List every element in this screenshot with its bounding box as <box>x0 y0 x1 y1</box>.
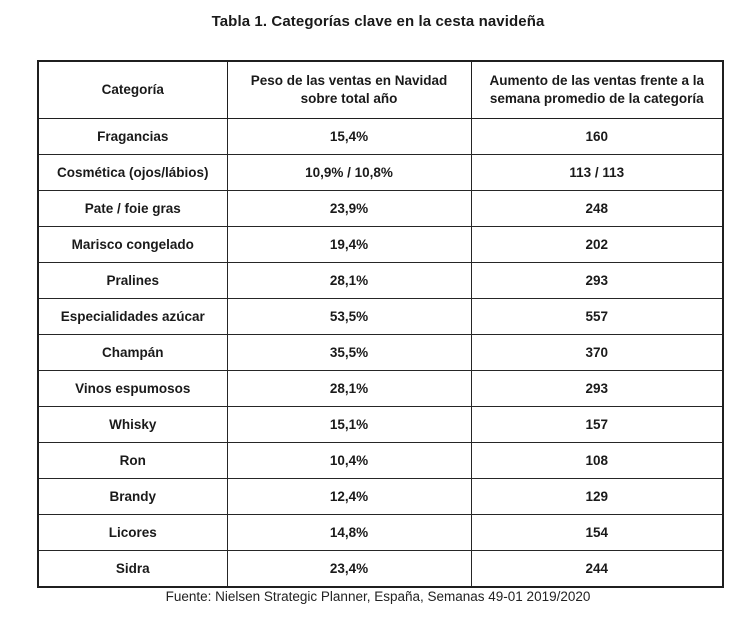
category-cell: Cosmética (ojos/lábios) <box>37 154 228 191</box>
data-table: Categoría Peso de las ventas en Navidad … <box>37 60 724 588</box>
table-row: Especialidades azúcar 53,5% 557 <box>37 298 724 335</box>
increase-cell: 293 <box>470 370 724 407</box>
weight-cell: 10,9% / 10,8% <box>226 154 472 191</box>
table-row: Ron 10,4% 108 <box>37 442 724 479</box>
weight-cell: 23,9% <box>226 190 472 227</box>
category-cell: Pate / foie gras <box>37 190 228 227</box>
increase-cell: 108 <box>470 442 724 479</box>
table-header: Categoría Peso de las ventas en Navidad … <box>37 60 724 119</box>
header-categoria: Categoría <box>37 60 228 119</box>
weight-cell: 15,4% <box>226 118 472 155</box>
category-cell: Marisco congelado <box>37 226 228 263</box>
category-cell: Especialidades azúcar <box>37 298 228 335</box>
increase-cell: 113 / 113 <box>470 154 724 191</box>
table-row: Pate / foie gras 23,9% 248 <box>37 190 724 227</box>
source-note: Fuente: Nielsen Strategic Planner, Españ… <box>165 589 591 604</box>
table-row: Cosmética (ojos/lábios) 10,9% / 10,8% 113 … <box>37 154 724 191</box>
category-cell: Sidra <box>37 550 228 588</box>
increase-cell: 293 <box>470 262 724 299</box>
category-cell: Champán <box>37 334 228 371</box>
table-row: Licores 14,8% 154 <box>37 514 724 551</box>
category-cell: Brandy <box>37 478 228 515</box>
increase-cell: 370 <box>470 334 724 371</box>
table-body: Fragancias 15,4% 160 Cosmética (ojos/lábios… <box>37 118 724 588</box>
table-row: Champán 35,5% 370 <box>37 334 724 371</box>
table-row: Whisky 15,1% 157 <box>37 406 724 443</box>
header-aumento-ventas: Aumento de las ventas frente a la semana… <box>470 60 724 119</box>
weight-cell: 23,4% <box>226 550 472 588</box>
category-cell: Fragancias <box>37 118 228 155</box>
category-cell: Ron <box>37 442 228 479</box>
header-row: Categoría Peso de las ventas en Navidad … <box>37 60 724 119</box>
category-cell: Whisky <box>37 406 228 443</box>
weight-cell: 28,1% <box>226 262 472 299</box>
weight-cell: 35,5% <box>226 334 472 371</box>
table-row: Marisco congelado 19,4% 202 <box>37 226 724 263</box>
increase-cell: 557 <box>470 298 724 335</box>
category-cell: Vinos espumosos <box>37 370 228 407</box>
table-row: Fragancias 15,4% 160 <box>37 118 724 155</box>
table-row: Vinos espumosos 28,1% 293 <box>37 370 724 407</box>
weight-cell: 53,5% <box>226 298 472 335</box>
weight-cell: 14,8% <box>226 514 472 551</box>
weight-cell: 19,4% <box>226 226 472 263</box>
weight-cell: 15,1% <box>226 406 472 443</box>
increase-cell: 157 <box>470 406 724 443</box>
increase-cell: 244 <box>470 550 724 588</box>
header-peso-ventas: Peso de las ventas en Navidad sobre tota… <box>226 60 472 119</box>
table-row: Brandy 12,4% 129 <box>37 478 724 515</box>
table-title: Tabla 1. Categorías clave en la cesta na… <box>211 13 545 30</box>
increase-cell: 160 <box>470 118 724 155</box>
increase-cell: 129 <box>470 478 724 515</box>
increase-cell: 248 <box>470 190 724 227</box>
weight-cell: 28,1% <box>226 370 472 407</box>
category-cell: Licores <box>37 514 228 551</box>
category-cell: Pralines <box>37 262 228 299</box>
table-row: Sidra 23,4% 244 <box>37 550 724 588</box>
increase-cell: 202 <box>470 226 724 263</box>
weight-cell: 12,4% <box>226 478 472 515</box>
table-row: Pralines 28,1% 293 <box>37 262 724 299</box>
increase-cell: 154 <box>470 514 724 551</box>
weight-cell: 10,4% <box>226 442 472 479</box>
